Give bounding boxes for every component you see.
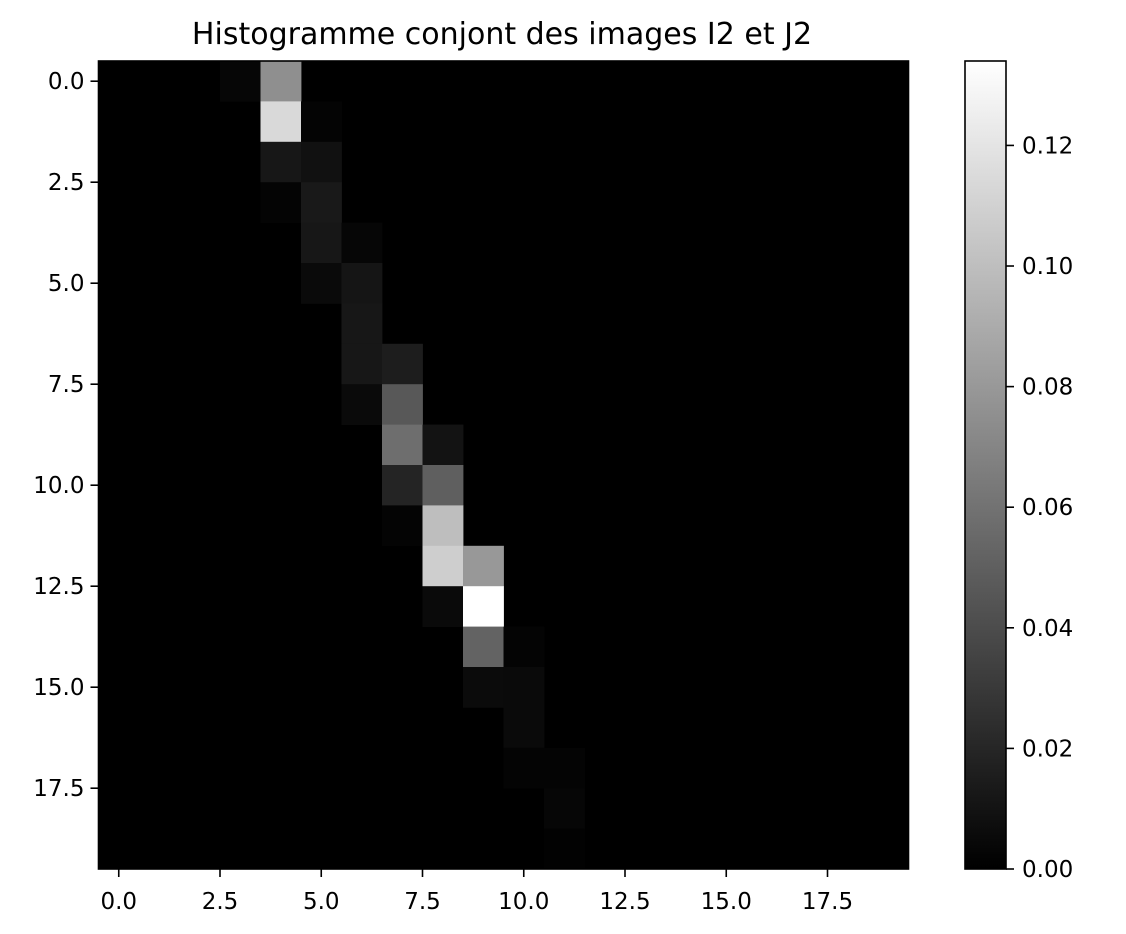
colorbar-axis: 0.00 0.02 0.04 0.06 0.08 0.10 0.12 xyxy=(1006,133,1073,883)
colorbar-tick-label: 0.02 xyxy=(1022,736,1073,762)
heatmap-cell xyxy=(301,263,342,304)
y-tick-label: 10.0 xyxy=(33,473,84,499)
heatmap-cell xyxy=(503,626,545,668)
colorbar-tick-label: 0.10 xyxy=(1022,254,1073,280)
x-tick-label: 7.5 xyxy=(404,889,441,915)
x-tick-label: 17.5 xyxy=(802,889,853,915)
heatmap-cell xyxy=(503,707,545,749)
heatmap-cell xyxy=(422,465,464,506)
heatmap-cell xyxy=(260,141,302,183)
heatmap-cell xyxy=(301,141,342,183)
heatmap-cell xyxy=(544,788,585,829)
heatmap-cell xyxy=(382,343,423,385)
heatmap-cell xyxy=(301,101,342,143)
heatmap-cell xyxy=(422,586,464,627)
heatmap-cell xyxy=(260,101,302,143)
heatmap-cell xyxy=(463,626,504,668)
y-tick-label: 7.5 xyxy=(48,372,85,398)
heatmap-cell xyxy=(422,545,464,587)
heatmap-cell xyxy=(220,61,261,102)
colorbar xyxy=(964,60,1007,870)
heatmap-cell xyxy=(301,222,342,264)
heatmap-cell xyxy=(463,667,504,708)
x-axis: 0.0 2.5 5.0 7.5 10.0 12.5 15.0 17.5 xyxy=(100,869,853,915)
heatmap-cell xyxy=(260,61,302,102)
colorbar-tick-label: 0.04 xyxy=(1022,616,1073,642)
heatmap-cell xyxy=(503,747,545,789)
y-tick-label: 12.5 xyxy=(33,574,84,600)
y-tick-label: 2.5 xyxy=(48,170,85,196)
heatmap-cell xyxy=(341,303,383,345)
chart-title: Histogramme conjont des images I2 et J2 xyxy=(192,17,812,52)
y-tick-label: 5.0 xyxy=(48,271,85,297)
colorbar-tick-label: 0.08 xyxy=(1022,375,1073,401)
heatmap-cell xyxy=(422,505,464,547)
heatmap-cell xyxy=(463,586,504,627)
heatmap-cell xyxy=(463,545,504,587)
heatmap-cell xyxy=(503,667,545,708)
heatmap-cell xyxy=(341,384,383,425)
y-tick-label: 0.0 xyxy=(48,69,85,95)
heatmap-cells xyxy=(98,61,909,870)
heatmap-cell xyxy=(341,343,383,385)
heatmap-cell xyxy=(260,182,302,223)
heatmap-cell xyxy=(382,384,423,425)
y-tick-label: 17.5 xyxy=(33,776,84,802)
colorbar-tick-label: 0.12 xyxy=(1022,133,1073,159)
heatmap-cell xyxy=(341,222,383,264)
heatmap-cell xyxy=(341,263,383,304)
x-tick-label: 0.0 xyxy=(100,889,137,915)
x-tick-label: 15.0 xyxy=(701,889,752,915)
x-tick-label: 2.5 xyxy=(202,889,239,915)
plot-frame xyxy=(97,60,910,870)
heatmap-cell xyxy=(382,465,423,506)
y-tick-label: 15.0 xyxy=(33,675,84,701)
heatmap-cell xyxy=(544,747,585,789)
x-tick-label: 10.0 xyxy=(498,889,549,915)
x-tick-label: 5.0 xyxy=(303,889,340,915)
heatmap-cell xyxy=(422,424,464,466)
colorbar-tick-label: 0.00 xyxy=(1022,857,1073,883)
heatmap-cell xyxy=(544,828,585,870)
heatmap-cell xyxy=(382,424,423,466)
x-tick-label: 12.5 xyxy=(599,889,650,915)
heatmap-cell xyxy=(301,182,342,223)
y-axis: 0.0 2.5 5.0 7.5 10.0 12.5 15.0 17.5 xyxy=(33,69,99,802)
colorbar-tick-label: 0.06 xyxy=(1022,495,1073,521)
heatmap-cell xyxy=(382,505,423,547)
